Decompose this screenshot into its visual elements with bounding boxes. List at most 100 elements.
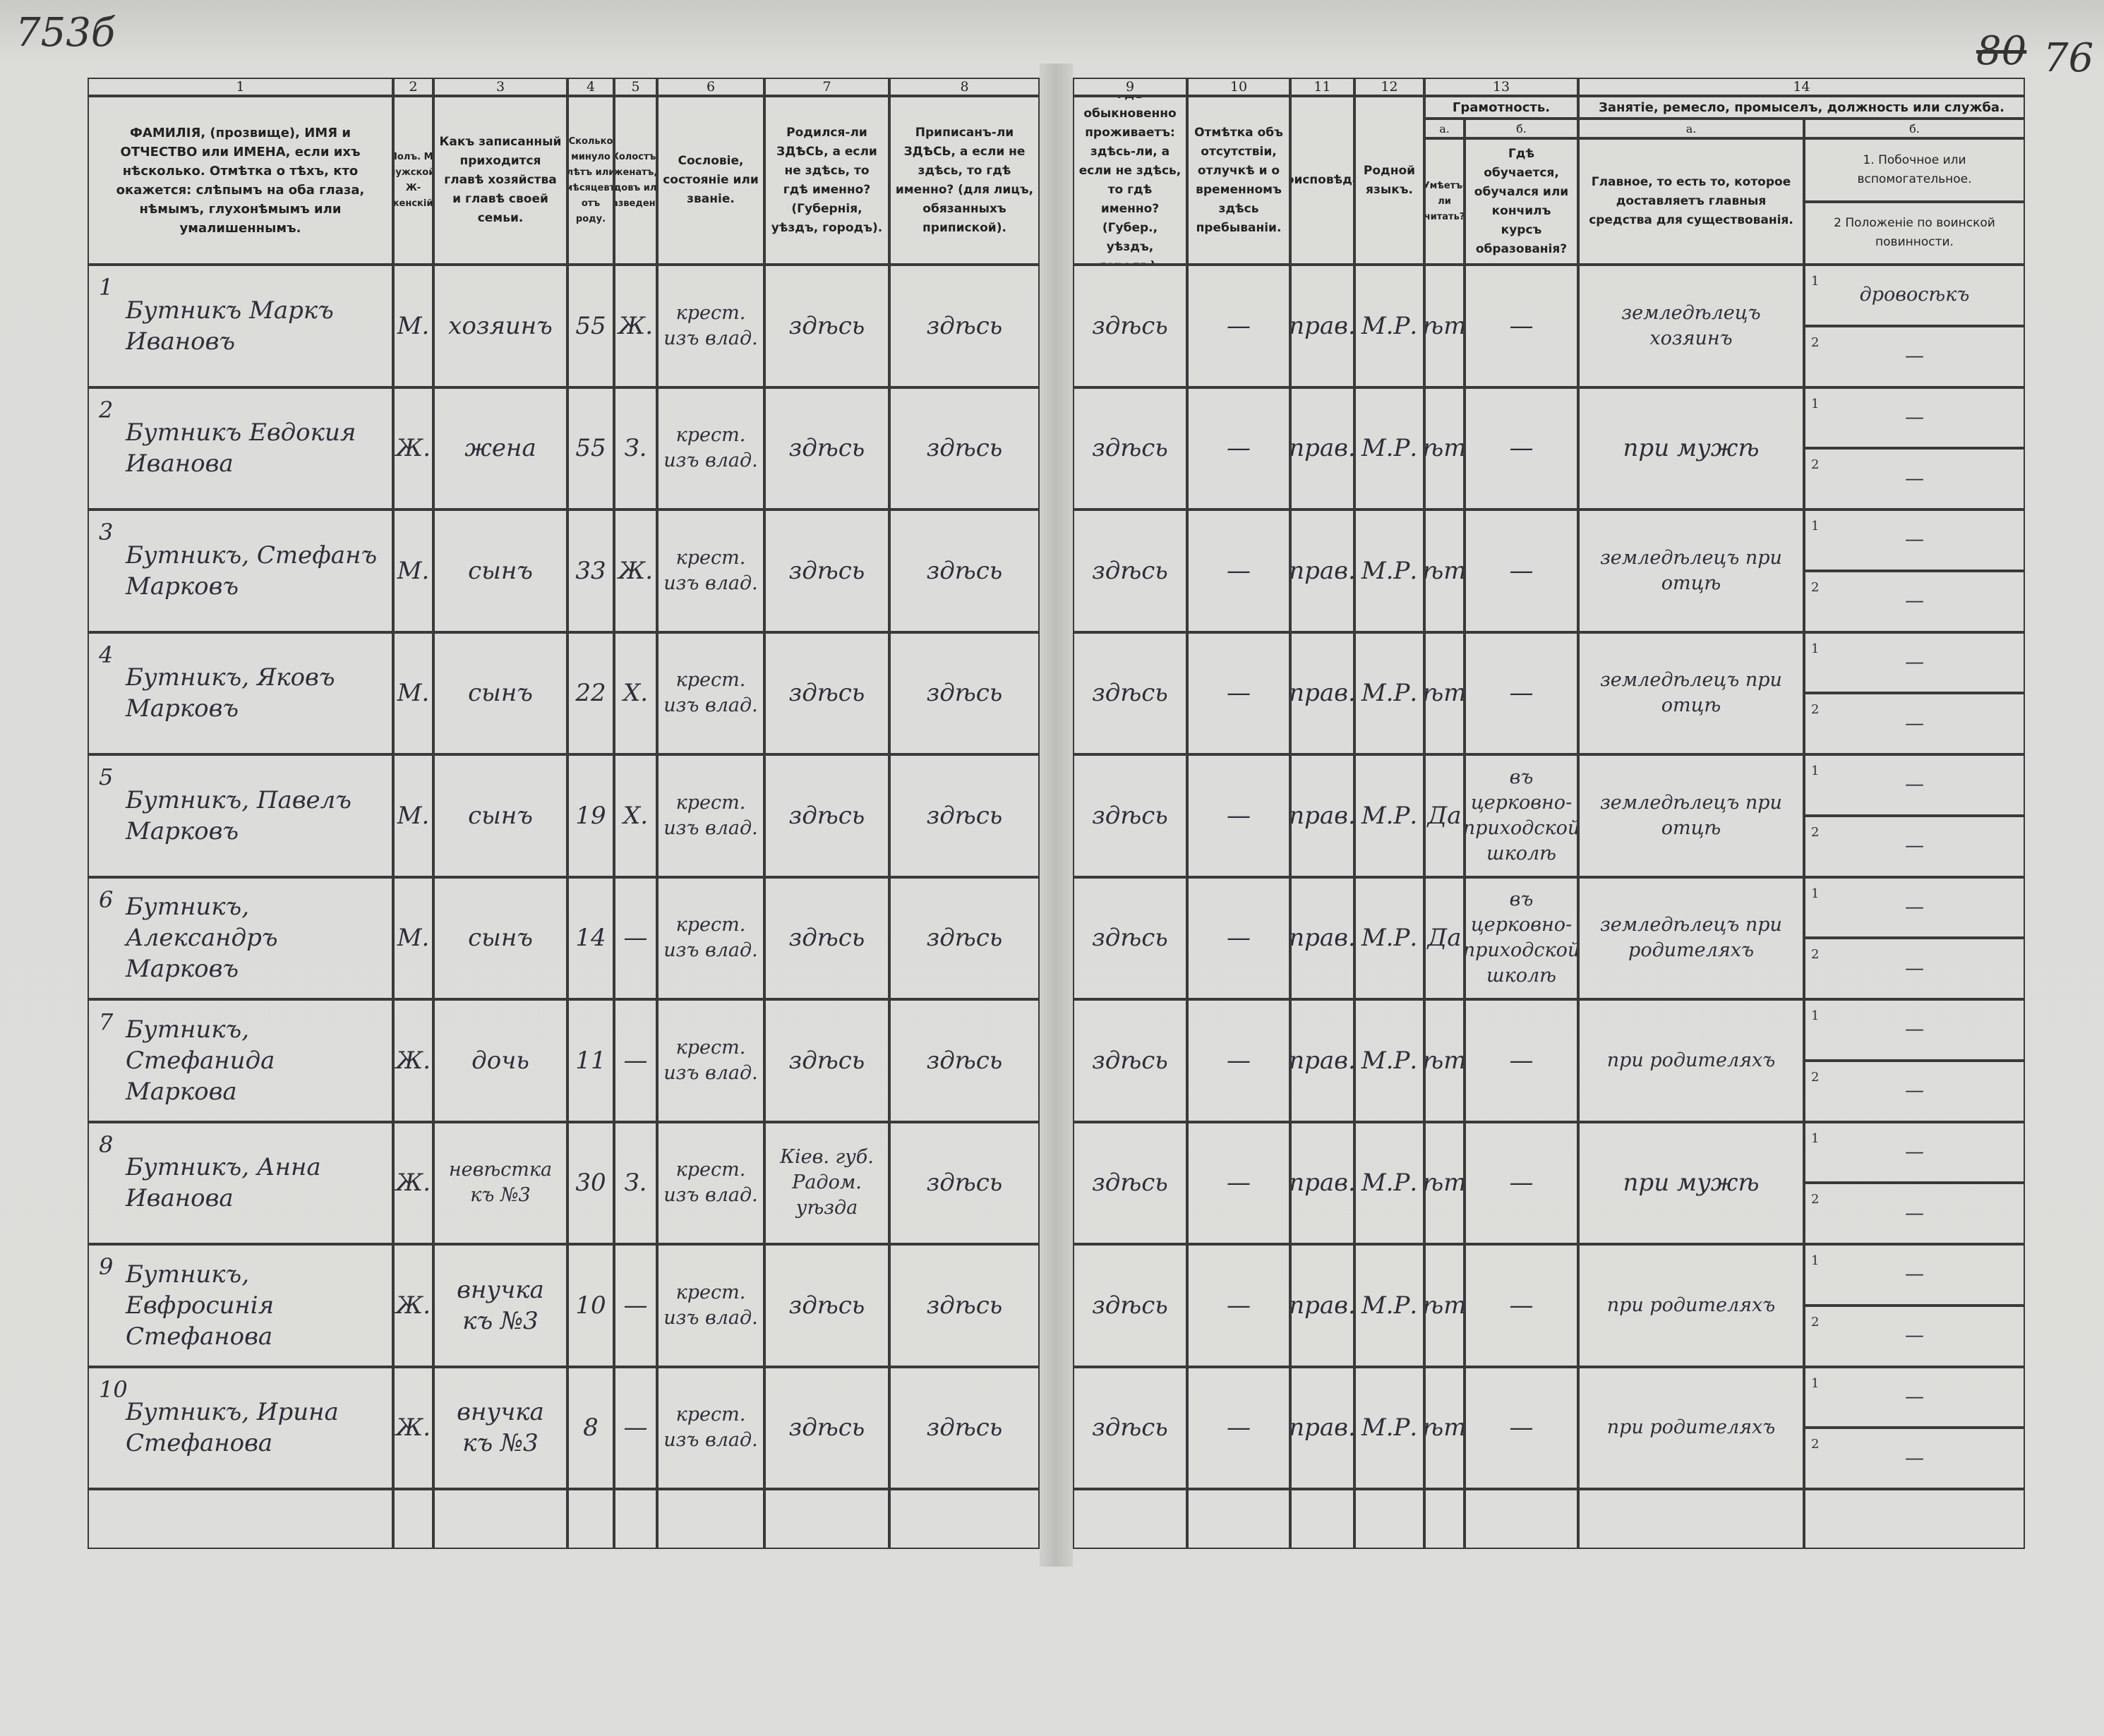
line-number: 2 [1811, 1437, 1820, 1452]
entry: — [1465, 1244, 1578, 1367]
entry: нѣтъ [1424, 999, 1465, 1122]
archive-number: 753б [16, 10, 116, 56]
entry: здѣсь [889, 632, 1040, 754]
blank-cell [1424, 1489, 1465, 1549]
entry: сынъ [433, 510, 567, 632]
sub-letter: б. [1465, 119, 1578, 138]
entry: — [1187, 754, 1290, 877]
entry: при мужѣ [1578, 387, 1804, 510]
person-name: Бутникъ, Анна Иванова 8 [88, 1121, 393, 1244]
column-number: 11 [1290, 78, 1354, 96]
row-number: 10 [99, 1375, 128, 1403]
entry: М.Р. [1354, 1366, 1424, 1489]
entry: сынъ [433, 876, 567, 999]
entry: здѣсь [1073, 632, 1187, 754]
entry: крест. изъ влад. [657, 632, 764, 754]
entry: здѣсь [889, 1244, 1040, 1367]
military-status: —2 [1804, 1428, 2025, 1489]
entry: прав. [1290, 632, 1354, 754]
column-header: Полъ. М-мужской. Ж-женскій. [393, 96, 433, 265]
entry: — [614, 1366, 657, 1489]
entry: здѣсь [1073, 265, 1187, 387]
column-number: 5 [614, 78, 657, 96]
side-occupation: —1 [1804, 999, 2025, 1061]
entry: дочь [433, 999, 567, 1122]
blank-cell [1073, 1489, 1187, 1549]
line-number: 2 [1811, 579, 1820, 595]
sub-header: 1. Побочное или вспомогательное. [1804, 138, 2025, 202]
column-number: 12 [1354, 78, 1424, 96]
row-number: 9 [99, 1253, 114, 1280]
entry: М.Р. [1354, 876, 1424, 999]
entry: — [1187, 1121, 1290, 1244]
entry: М.Р. [1354, 999, 1424, 1122]
entry: крест. изъ влад. [657, 999, 764, 1122]
row-number: 6 [99, 886, 114, 913]
person-name: Бутникъ Маркъ Ивановъ 1 [88, 265, 393, 387]
entry: нѣтъ [1424, 387, 1465, 510]
entry: здѣсь [889, 1121, 1040, 1244]
entry: здѣсь [764, 632, 889, 754]
side-occupation: —1 [1804, 1121, 2025, 1183]
column-header: ФАМИЛІЯ, (прозвище), ИМЯ и ОТЧЕСТВО или … [88, 96, 393, 265]
entry: жена [433, 387, 567, 510]
entry: здѣсь [764, 387, 889, 510]
entry: 33 [567, 510, 614, 632]
entry: здѣсь [889, 510, 1040, 632]
entry: земледѣлецъ при родителяхъ [1578, 876, 1804, 999]
military-status: —2 [1804, 1183, 2025, 1244]
line-number: 1 [1811, 1375, 1820, 1391]
blank-cell [614, 1489, 657, 1549]
entry: здѣсь [764, 876, 889, 999]
entry: — [614, 876, 657, 999]
sub-letter: а. [1424, 119, 1465, 138]
blank-cell [1465, 1489, 1578, 1549]
entry: сынъ [433, 754, 567, 877]
entry: — [1187, 1366, 1290, 1489]
line-number: 2 [1811, 1314, 1820, 1330]
column-number: 4 [567, 78, 614, 96]
military-status: —2 [1804, 693, 2025, 754]
entry: земледѣлецъ хозяинъ [1578, 265, 1804, 387]
person-name: Бутникъ, Павелъ Марковъ 5 [88, 754, 393, 877]
line-number: 1 [1811, 1131, 1820, 1146]
entry: при мужѣ [1578, 1121, 1804, 1244]
entry: при родителяхъ [1578, 999, 1804, 1122]
entry: прав. [1290, 265, 1354, 387]
entry: — [1187, 999, 1290, 1122]
entry: 10 [567, 1244, 614, 1367]
entry: сынъ [433, 632, 567, 754]
military-status: —2 [1804, 570, 2025, 632]
side-occupation: —1 [1804, 754, 2025, 816]
struck-page-number: 80 [1976, 28, 2027, 74]
person-name: Бутникъ, Ирина Стефанова 10 [88, 1366, 393, 1489]
line-number: 2 [1811, 947, 1820, 963]
entry: прав. [1290, 1244, 1354, 1367]
line-number: 2 [1811, 702, 1820, 718]
blank-cell [1578, 1489, 1804, 1549]
entry: земледѣлецъ при отцѣ [1578, 510, 1804, 632]
side-occupation: —1 [1804, 876, 2025, 939]
column-header: Гдѣ обыкновенно проживаетъ: здѣсь-ли, а … [1073, 96, 1187, 265]
entry: здѣсь [1073, 387, 1187, 510]
entry: Ж. [393, 387, 433, 510]
entry: нѣтъ [1424, 1121, 1465, 1244]
entry: — [614, 1244, 657, 1367]
entry: крест. изъ влад. [657, 754, 764, 877]
entry: Ж. [614, 265, 657, 387]
entry: Кіев. губ. Радом. уѣзда [764, 1121, 889, 1244]
line-number: 1 [1811, 396, 1820, 411]
entry: — [1465, 387, 1578, 510]
entry: — [1187, 876, 1290, 999]
entry: нѣтъ [1424, 1366, 1465, 1489]
entry: М.Р. [1354, 754, 1424, 877]
line-number: 1 [1811, 641, 1820, 656]
entry: крест. изъ влад. [657, 510, 764, 632]
column-number: 13 [1424, 78, 1578, 96]
blank-cell [1290, 1489, 1354, 1549]
entry: здѣсь [1073, 1121, 1187, 1244]
entry: прав. [1290, 387, 1354, 510]
entry: — [1187, 387, 1290, 510]
